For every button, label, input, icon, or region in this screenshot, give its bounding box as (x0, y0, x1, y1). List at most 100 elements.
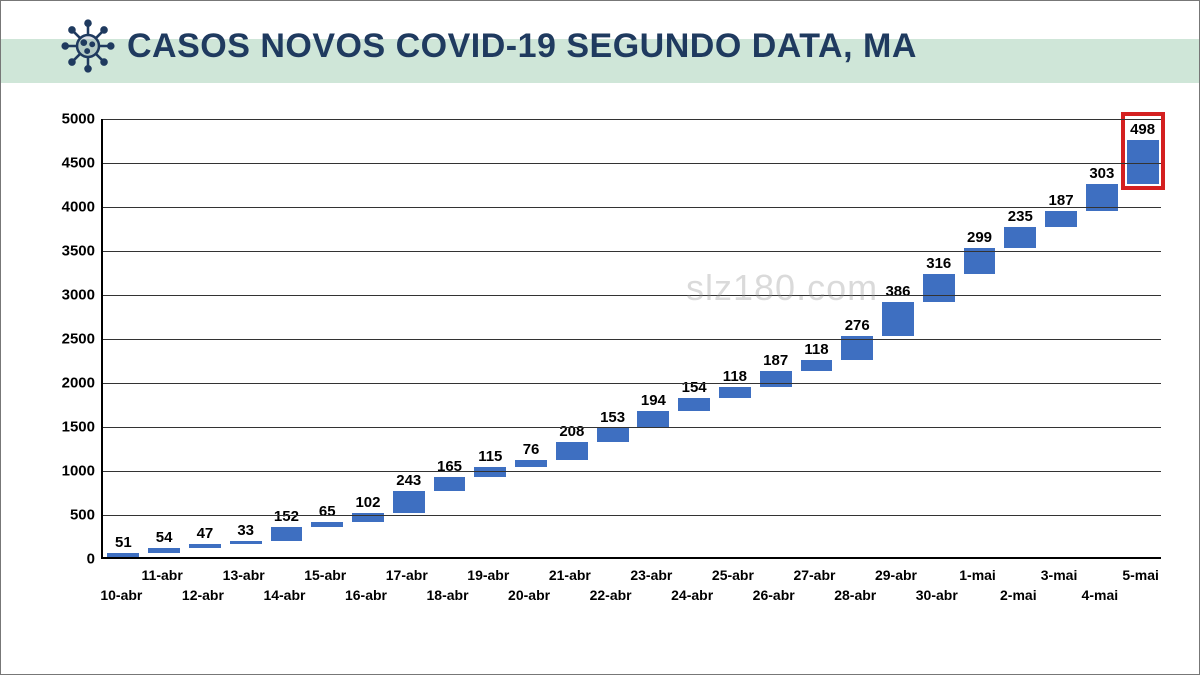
bar-value-label: 76 (523, 441, 540, 460)
bar-value-label: 118 (804, 341, 828, 360)
bar-value-label: 102 (355, 494, 380, 513)
bar-value-label: 165 (437, 458, 462, 477)
x-tick-label: 14-abr (263, 587, 305, 603)
x-tick-label: 2-mai (1000, 587, 1037, 603)
y-tick-label: 1000 (62, 463, 103, 480)
x-tick-label: 22-abr (590, 587, 632, 603)
y-tick-label: 3500 (62, 243, 103, 260)
bar-value-label: 51 (115, 534, 132, 553)
grid-line (103, 383, 1161, 384)
bar: 76 (515, 460, 547, 467)
x-tick-label: 24-abr (671, 587, 713, 603)
y-tick-label: 500 (70, 507, 103, 524)
x-tick-label: 20-abr (508, 587, 550, 603)
x-tick-label: 25-abr (712, 567, 754, 583)
x-tick-label: 15-abr (304, 567, 346, 583)
x-tick-label: 23-abr (630, 567, 672, 583)
grid-line (103, 427, 1161, 428)
bar: 47 (189, 544, 221, 548)
x-tick-label: 29-abr (875, 567, 917, 583)
grid-line (103, 515, 1161, 516)
bar: 51 (107, 553, 139, 557)
x-tick-label: 11-abr (142, 567, 183, 583)
bar: 54 (148, 548, 180, 553)
bar-value-label: 235 (1008, 208, 1033, 227)
bar: 102 (352, 513, 384, 522)
x-tick-label: 1-mai (959, 567, 996, 583)
bar-value-label: 316 (926, 255, 951, 274)
bar: 235 (1004, 227, 1036, 248)
bar-value-label: 33 (237, 522, 254, 541)
bar-value-label: 386 (885, 283, 910, 302)
bar-value-label: 152 (274, 508, 299, 527)
y-tick-label: 5000 (62, 111, 103, 128)
y-tick-label: 0 (87, 551, 103, 568)
y-tick-label: 4500 (62, 155, 103, 172)
x-tick-label: 5-mai (1122, 567, 1159, 583)
bar: 194 (637, 411, 669, 428)
bar: 386 (882, 302, 914, 336)
y-tick-label: 1500 (62, 419, 103, 436)
y-tick-label: 2000 (62, 375, 103, 392)
bars-layer: 5154473315265102243165115762081531941541… (103, 119, 1161, 557)
x-tick-label: 18-abr (427, 587, 469, 603)
grid-line (103, 119, 1161, 120)
grid-line (103, 295, 1161, 296)
grid-line (103, 339, 1161, 340)
bar-value-label: 54 (156, 529, 173, 548)
bar: 118 (719, 387, 751, 397)
grid-line (103, 207, 1161, 208)
bar-value-label: 47 (197, 525, 214, 544)
bar-value-label: 153 (600, 409, 625, 428)
x-tick-label: 28-abr (834, 587, 876, 603)
bar-value-label: 194 (641, 392, 666, 411)
bar-value-label: 299 (967, 229, 992, 248)
bar-value-label: 154 (682, 379, 707, 398)
virus-icon (61, 19, 115, 73)
x-tick-label: 27-abr (793, 567, 835, 583)
bar: 65 (311, 522, 343, 528)
x-tick-label: 12-abr (182, 587, 224, 603)
x-tick-label: 30-abr (916, 587, 958, 603)
bar-value-label: 498 (1130, 121, 1155, 140)
x-tick-label: 13-abr (223, 567, 265, 583)
chart: 5154473315265102243165115762081531941541… (46, 119, 1171, 609)
chart-title: CASOS NOVOS COVID-19 SEGUNDO DATA, MA (127, 27, 917, 66)
bar: 153 (597, 428, 629, 441)
bar-value-label: 243 (396, 472, 421, 491)
x-tick-label: 4-mai (1082, 587, 1119, 603)
grid-line (103, 251, 1161, 252)
x-tick-label: 3-mai (1041, 567, 1078, 583)
x-tick-label: 10-abr (100, 587, 142, 603)
bar-value-label: 65 (319, 503, 336, 522)
bar-value-label: 303 (1089, 165, 1114, 184)
bar: 243 (393, 491, 425, 512)
y-tick-label: 2500 (62, 331, 103, 348)
grid-line (103, 471, 1161, 472)
bar: 187 (1045, 211, 1077, 227)
bar: 33 (230, 541, 262, 544)
bar: 316 (923, 274, 955, 302)
plot-area: 5154473315265102243165115762081531941541… (101, 119, 1161, 559)
bar-value-label: 187 (763, 352, 788, 371)
bar-value-label: 208 (559, 423, 584, 442)
x-tick-label: 17-abr (386, 567, 428, 583)
bar: 165 (434, 477, 466, 492)
x-tick-label: 16-abr (345, 587, 387, 603)
bar: 187 (760, 371, 792, 387)
bar-value-label: 276 (845, 317, 870, 336)
page-root: CASOS NOVOS COVID-19 SEGUNDO DATA, MA 51… (0, 0, 1200, 675)
x-tick-label: 21-abr (549, 567, 591, 583)
bar: 152 (271, 527, 303, 540)
title-row: CASOS NOVOS COVID-19 SEGUNDO DATA, MA (61, 19, 917, 73)
y-tick-label: 4000 (62, 199, 103, 216)
bar: 118 (801, 360, 833, 370)
x-tick-label: 19-abr (467, 567, 509, 583)
bar: 154 (678, 398, 710, 412)
bar-value-label: 115 (478, 448, 502, 467)
y-tick-label: 3000 (62, 287, 103, 304)
bar: 208 (556, 442, 588, 460)
grid-line (103, 163, 1161, 164)
x-tick-label: 26-abr (753, 587, 795, 603)
bar-value-label: 118 (723, 368, 747, 387)
